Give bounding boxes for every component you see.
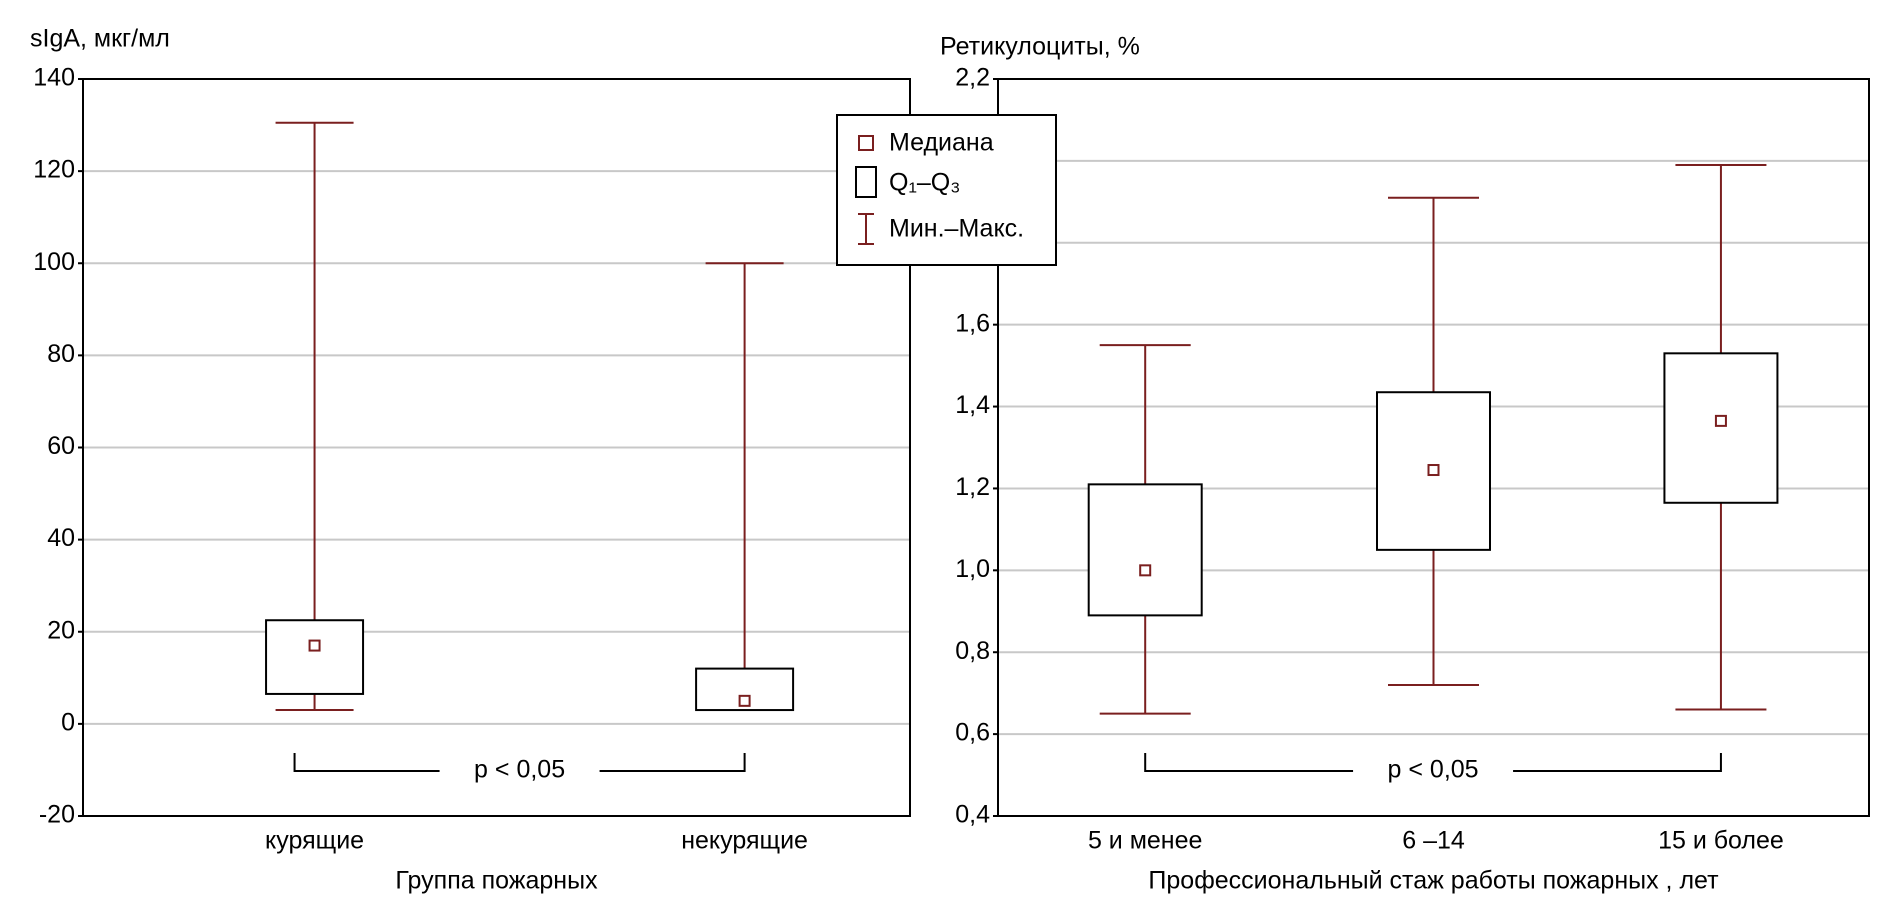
x-tick-label: 15 и более bbox=[1658, 827, 1784, 855]
y-tick-label: 1,4 bbox=[955, 391, 990, 419]
legend-label: Медиана bbox=[889, 129, 994, 157]
x-tick-label: некурящие bbox=[681, 827, 808, 855]
legend: Медиана Q₁–Q₃ Мин.–Макс. bbox=[836, 114, 1057, 266]
x-tick-label: 6 –14 bbox=[1402, 827, 1465, 855]
y-tick-label: 100 bbox=[33, 248, 75, 276]
median-marker bbox=[1714, 414, 1727, 427]
median-marker bbox=[1139, 564, 1152, 577]
y-tick-label: 0 bbox=[61, 708, 75, 736]
x-axis-title: Профессиональный стаж работы пожарных , … bbox=[1148, 867, 1719, 895]
significance-bracket bbox=[293, 753, 746, 772]
plot-frame bbox=[82, 78, 911, 817]
y-tick-label: 0,6 bbox=[955, 719, 990, 747]
y-tick-label: 40 bbox=[47, 524, 75, 552]
legend-swatch-whisker bbox=[858, 213, 874, 245]
y-tick-label: 0,8 bbox=[955, 637, 990, 665]
y-tick-label: 140 bbox=[33, 64, 75, 92]
y-tick-label: 2,2 bbox=[955, 64, 990, 92]
y-axis-title: sIgA, мкг/мл bbox=[30, 25, 170, 53]
y-tick-label: 1,0 bbox=[955, 555, 990, 583]
iqr-box bbox=[1663, 352, 1779, 504]
y-tick-label: 80 bbox=[47, 340, 75, 368]
y-axis-title: Ретикулоциты, % bbox=[940, 33, 1140, 61]
significance-label: p < 0,05 bbox=[474, 756, 565, 784]
median-marker bbox=[308, 639, 321, 652]
legend-swatch-box bbox=[855, 166, 877, 198]
legend-label: Q₁–Q₃ bbox=[889, 169, 960, 197]
legend-swatch-median bbox=[858, 135, 874, 151]
iqr-box bbox=[1087, 483, 1203, 617]
y-tick-label: 1,6 bbox=[955, 309, 990, 337]
significance-label: p < 0,05 bbox=[1388, 756, 1479, 784]
y-tick-label: 20 bbox=[47, 616, 75, 644]
x-tick-label: 5 и менее bbox=[1088, 827, 1202, 855]
significance-bracket bbox=[1144, 753, 1722, 772]
iqr-box bbox=[265, 619, 365, 695]
y-tick-label: 1,2 bbox=[955, 473, 990, 501]
y-tick-label: 120 bbox=[33, 156, 75, 184]
y-tick-label: -20 bbox=[39, 801, 75, 829]
median-marker bbox=[738, 694, 751, 707]
median-marker bbox=[1427, 464, 1440, 477]
x-tick-label: курящие bbox=[265, 827, 364, 855]
y-tick-label: 0,4 bbox=[955, 801, 990, 829]
y-tick-label: 60 bbox=[47, 432, 75, 460]
x-axis-title: Группа пожарных bbox=[395, 867, 598, 895]
plot-frame bbox=[997, 78, 1870, 817]
legend-label: Мин.–Макс. bbox=[889, 215, 1024, 243]
